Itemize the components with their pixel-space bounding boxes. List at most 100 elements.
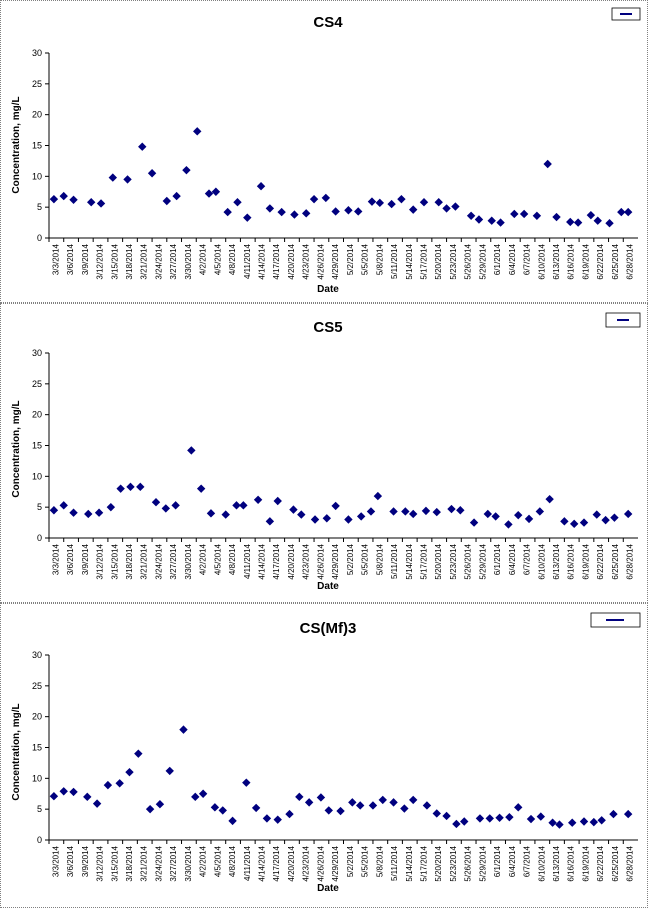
- y-tick-label: 20: [32, 712, 42, 722]
- x-axis-label: Date: [317, 284, 339, 295]
- x-tick-label: 3/6/2014: [66, 845, 75, 877]
- data-point: [251, 803, 261, 813]
- y-axis-label: Concentration, mg/L: [11, 400, 22, 497]
- x-tick-label: 4/29/2014: [331, 543, 340, 579]
- x-tick-label: 3/3/2014: [51, 845, 60, 877]
- x-tick-label: 6/16/2014: [567, 845, 576, 881]
- data-point: [485, 814, 494, 823]
- data-point: [69, 508, 78, 517]
- x-tick-label: 5/23/2014: [449, 543, 458, 579]
- data-point: [196, 484, 206, 493]
- data-point: [285, 809, 294, 819]
- y-tick-label: 20: [32, 110, 42, 120]
- data-point: [136, 482, 145, 492]
- x-tick-label: 4/2/2014: [199, 845, 208, 877]
- y-tick-label: 0: [37, 533, 42, 543]
- x-tick-label: 6/4/2014: [508, 845, 517, 877]
- data-point: [452, 819, 461, 829]
- x-tick-label: 6/7/2014: [523, 243, 532, 275]
- data-point: [623, 509, 633, 519]
- y-tick-label: 30: [32, 348, 42, 358]
- data-point: [151, 498, 161, 507]
- data-point: [221, 510, 230, 519]
- data-point: [147, 169, 157, 178]
- x-tick-label: 6/13/2014: [552, 243, 561, 279]
- x-tick-label: 4/11/2014: [243, 845, 252, 881]
- data-point: [162, 196, 171, 206]
- data-point: [536, 812, 546, 821]
- data-point: [331, 501, 340, 511]
- x-tick-label: 5/20/2014: [434, 543, 443, 579]
- data-point: [601, 515, 610, 525]
- x-tick-label: 5/23/2014: [449, 845, 458, 881]
- x-tick-label: 4/11/2014: [243, 243, 252, 279]
- x-tick-label: 4/14/2014: [258, 543, 267, 579]
- x-tick-label: 3/12/2014: [96, 243, 105, 279]
- data-point: [273, 815, 282, 824]
- data-point: [277, 207, 286, 217]
- x-tick-label: 6/25/2014: [611, 845, 620, 881]
- x-tick-label: 5/2/2014: [346, 243, 355, 275]
- data-point: [368, 801, 378, 810]
- data-point: [367, 197, 377, 206]
- x-tick-label: 4/17/2014: [272, 845, 281, 881]
- x-tick-label: 3/21/2014: [140, 543, 149, 579]
- x-tick-label: 5/26/2014: [464, 845, 473, 881]
- x-tick-label: 5/8/2014: [375, 845, 384, 877]
- data-point: [331, 207, 340, 216]
- x-tick-label: 4/20/2014: [287, 243, 296, 279]
- data-point: [304, 798, 314, 807]
- x-tick-label: 6/7/2014: [523, 845, 532, 877]
- x-tick-label: 6/19/2014: [581, 243, 590, 279]
- x-tick-label: 6/28/2014: [626, 845, 635, 881]
- data-point: [535, 507, 545, 516]
- x-tick-label: 6/1/2014: [493, 243, 502, 275]
- x-tick-label: 5/20/2014: [434, 845, 443, 881]
- data-point: [387, 199, 396, 209]
- y-tick-label: 5: [37, 804, 42, 814]
- data-point: [344, 206, 353, 215]
- data-point: [514, 510, 523, 520]
- x-tick-label: 3/24/2014: [154, 243, 163, 279]
- data-point: [548, 818, 557, 827]
- data-point: [552, 212, 561, 222]
- data-point: [495, 813, 504, 822]
- data-point: [256, 182, 266, 191]
- x-tick-label: 6/19/2014: [581, 543, 590, 579]
- data-point: [115, 779, 124, 788]
- y-tick-label: 5: [37, 202, 42, 212]
- data-point: [432, 507, 441, 517]
- data-point: [116, 484, 125, 493]
- chart-panel-cs5: CS5 Date Concentration, mg/L 0 5 10 15 20 25 3…: [0, 303, 648, 603]
- data-point: [532, 211, 542, 220]
- data-point: [210, 803, 220, 812]
- x-tick-label: 6/22/2014: [596, 243, 605, 279]
- data-point: [198, 789, 208, 798]
- x-tick-label: 6/28/2014: [626, 243, 635, 279]
- x-tick-label: 3/30/2014: [184, 243, 193, 279]
- data-point: [555, 820, 564, 829]
- data-point: [456, 506, 465, 515]
- data-point: [233, 198, 242, 207]
- x-tick-label: 3/30/2014: [184, 543, 193, 579]
- data-point: [356, 512, 366, 521]
- data-point: [108, 173, 118, 182]
- x-tick-label: 3/9/2014: [81, 543, 90, 575]
- x-tick-label: 3/27/2014: [169, 543, 178, 579]
- chart-panel-cs4: CS4 Date Concentration, mg/L 0 5 10 15 20 25 3…: [0, 0, 648, 303]
- data-point: [573, 218, 583, 227]
- data-point: [408, 509, 418, 519]
- data-point: [348, 798, 357, 807]
- x-tick-label: 6/22/2014: [596, 845, 605, 881]
- data-point: [579, 518, 589, 527]
- data-point: [316, 793, 326, 802]
- x-tick-label: 4/2/2014: [199, 243, 208, 275]
- data-point: [295, 792, 304, 802]
- x-tick-label: 6/4/2014: [508, 543, 517, 575]
- x-tick-label: 4/17/2014: [272, 243, 281, 279]
- x-tick-label: 6/22/2014: [596, 543, 605, 579]
- data-point: [96, 199, 106, 208]
- data-point: [223, 207, 232, 217]
- data-point: [605, 219, 614, 228]
- y-tick-label: 25: [32, 681, 42, 691]
